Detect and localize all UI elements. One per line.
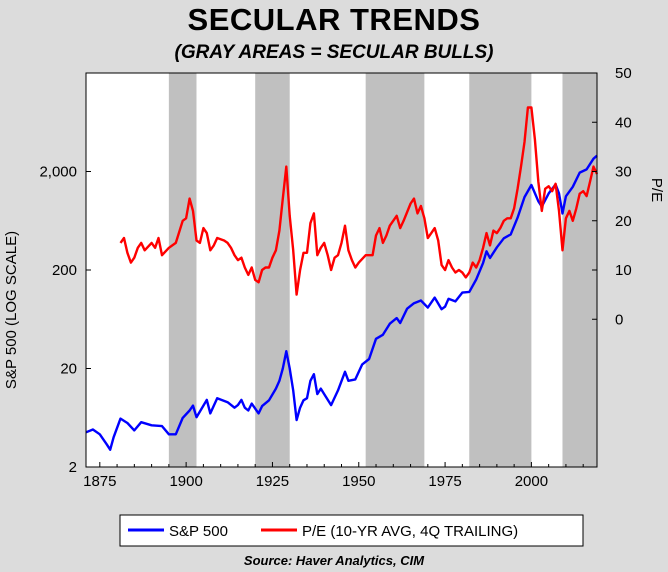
y-left-tick-label: 2,000 <box>39 164 77 181</box>
y-right-tick-label: 0 <box>615 311 623 328</box>
x-tick-label-2000: 2000 <box>515 473 548 490</box>
series-lines <box>85 106 599 451</box>
x-tick-label-1975: 1975 <box>428 473 461 490</box>
series-line-pe <box>119 106 599 296</box>
secular-bull-band-1 <box>168 73 197 467</box>
shaded-periods <box>86 73 597 467</box>
x-tick-label-1925: 1925 <box>256 473 289 490</box>
y-left-tick-label: 200 <box>52 262 77 279</box>
y-left-tick-label: 2 <box>69 459 77 476</box>
secular-bull-band-3 <box>365 73 425 467</box>
source-note: Source: Haver Analytics, CIM <box>243 553 425 568</box>
chart-subtitle: (GRAY AREAS = SECULAR BULLS) <box>174 42 494 63</box>
y-right-tick-label: 50 <box>615 65 632 82</box>
legend-box <box>119 514 584 547</box>
secular-bull-band-5 <box>562 73 597 467</box>
y-right-tick-label: 30 <box>615 164 632 181</box>
y-right-tick-label: 20 <box>615 213 632 230</box>
x-tick-label-1950: 1950 <box>342 473 375 490</box>
legend: S&P 500 P/E (10-YR AVG, 4Q TRAILING) <box>119 514 584 547</box>
y-right-tick-label: 40 <box>615 114 632 131</box>
series-line-sp500 <box>85 154 598 451</box>
x-tick-label-1875: 1875 <box>83 473 116 490</box>
legend-label-pe: P/E (10-YR AVG, 4Q TRAILING) <box>302 523 518 540</box>
legend-label-sp500: S&P 500 <box>169 523 228 540</box>
axis-ticks: 1875 1900 1925 1950 1975 2000 2 20 200 2,000 0 10 20… <box>39 65 631 490</box>
chart-title: SECULAR TRENDS <box>187 2 481 37</box>
secular-bull-band-4 <box>469 73 532 467</box>
y-left-tick-label: 20 <box>60 361 77 378</box>
y-axis-left-label: S&P 500 (LOG SCALE) <box>3 231 20 389</box>
x-tick-label-1900: 1900 <box>169 473 202 490</box>
y-axis-right-label: P/E <box>648 178 665 202</box>
y-right-tick-label: 10 <box>615 262 632 279</box>
